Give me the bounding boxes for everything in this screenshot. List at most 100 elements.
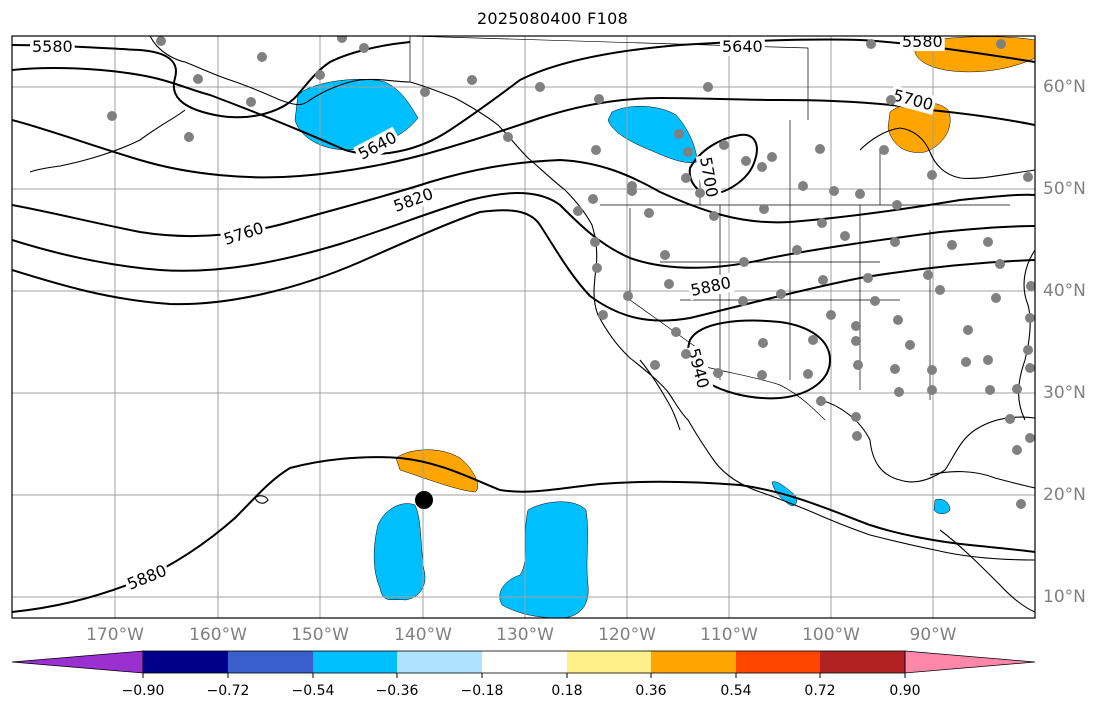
colorbar-swatch — [397, 651, 482, 673]
colorbar — [11, 650, 1036, 678]
longitude-label: 150°W — [291, 625, 349, 645]
station-dot — [591, 145, 601, 155]
station-dot — [535, 82, 545, 92]
negative-anomaly-areas — [294, 79, 951, 618]
station-dot — [983, 355, 993, 365]
coast-hawaii — [254, 495, 269, 504]
station-dot — [985, 385, 995, 395]
colorbar-tick-label: 0.72 — [804, 683, 836, 699]
latitude-label: 40°N — [1043, 281, 1086, 301]
station-dot — [709, 211, 719, 221]
station-dot — [935, 285, 945, 295]
station-dot — [767, 152, 777, 162]
latitude-label: 20°N — [1043, 485, 1086, 505]
station-markers — [107, 36, 1035, 509]
station-dot — [879, 145, 889, 155]
station-dot — [683, 147, 693, 157]
station-dot — [1026, 281, 1035, 291]
coast-east-us — [1018, 249, 1035, 421]
station-dot — [184, 132, 194, 142]
colorbar-tick-label: −0.36 — [375, 683, 419, 699]
colorbar-tick-label: −0.72 — [206, 683, 250, 699]
station-dot — [983, 237, 993, 247]
coast-hudson-bay — [859, 127, 1035, 179]
colorbar-swatch — [482, 651, 567, 673]
station-dot — [817, 218, 827, 228]
colorbar-tick-label: 0.54 — [720, 683, 752, 699]
colorbar-swatch — [651, 651, 736, 673]
station-dot — [1012, 384, 1022, 394]
station-dot — [803, 369, 813, 379]
station-dot — [851, 336, 861, 346]
station-dot — [1005, 414, 1015, 424]
station-dot — [816, 396, 826, 406]
station-dot — [315, 70, 325, 80]
station-dot — [741, 156, 751, 166]
station-dot — [713, 368, 723, 378]
contour-5880-south — [12, 456, 1035, 613]
contour-label-background — [388, 183, 438, 217]
contour-label-background — [720, 37, 765, 56]
station-dot — [890, 364, 900, 374]
longitude-label: 100°W — [802, 625, 860, 645]
positive-anomaly-areas — [395, 36, 1035, 493]
station-dot — [853, 360, 863, 370]
contour-label: 5580 — [902, 32, 943, 51]
contour-label-background — [889, 84, 938, 115]
station-dot — [893, 315, 903, 325]
anomaly-blob-pacific-east — [499, 501, 589, 618]
latitude-label: 50°N — [1043, 179, 1086, 199]
colorbar-tick-label: −0.18 — [460, 683, 504, 699]
latitude-label: 30°N — [1043, 383, 1086, 403]
longitude-label: 90°W — [909, 625, 957, 645]
coast-gulf — [819, 399, 1035, 483]
station-dot — [995, 259, 1005, 269]
contour-5760 — [12, 158, 1035, 238]
station-dot — [573, 206, 583, 216]
station-dot — [598, 310, 608, 320]
station-dot — [1023, 345, 1033, 355]
station-dot — [892, 200, 902, 210]
station-dot — [337, 36, 347, 43]
station-dot — [681, 349, 691, 359]
station-dot — [923, 270, 933, 280]
coast-aleutians — [29, 109, 186, 173]
station-dot — [257, 52, 267, 62]
graticule — [12, 36, 1035, 618]
colorbar-swatch — [567, 651, 651, 673]
longitude-label: 110°W — [700, 625, 758, 645]
colorbar-extend-low — [11, 650, 144, 674]
station-dot — [840, 231, 850, 241]
colorbar-swatch — [228, 651, 313, 673]
station-dot — [1025, 313, 1035, 323]
station-dot — [674, 129, 684, 139]
contour-label-background — [683, 344, 714, 393]
station-dot — [156, 36, 166, 46]
station-dot — [855, 189, 865, 199]
station-dot — [719, 140, 729, 150]
contour-label-background — [353, 126, 402, 165]
colorbar-swatch — [143, 651, 228, 673]
station-dot — [798, 181, 808, 191]
colorbar-swatch — [820, 651, 905, 673]
station-dot — [703, 82, 713, 92]
longitude-label: 120°W — [598, 625, 656, 645]
station-dot — [739, 257, 749, 267]
station-dot — [592, 263, 602, 273]
station-dot — [644, 208, 654, 218]
station-dot — [961, 357, 971, 367]
anomaly-blob-yucatan — [933, 498, 951, 514]
station-dot — [1023, 172, 1033, 182]
coast-cuba — [929, 471, 1035, 489]
station-dot — [905, 340, 915, 350]
contour-5580 — [12, 41, 411, 119]
borders — [409, 36, 1010, 421]
colorbar-swatch — [313, 651, 397, 673]
station-dot — [866, 39, 876, 49]
contour-label-background — [122, 560, 172, 595]
station-dot — [963, 325, 973, 335]
contour-label: 5640 — [722, 37, 763, 56]
longitude-label: 170°W — [86, 625, 144, 645]
station-dot — [927, 365, 937, 375]
station-dot — [1016, 499, 1026, 509]
